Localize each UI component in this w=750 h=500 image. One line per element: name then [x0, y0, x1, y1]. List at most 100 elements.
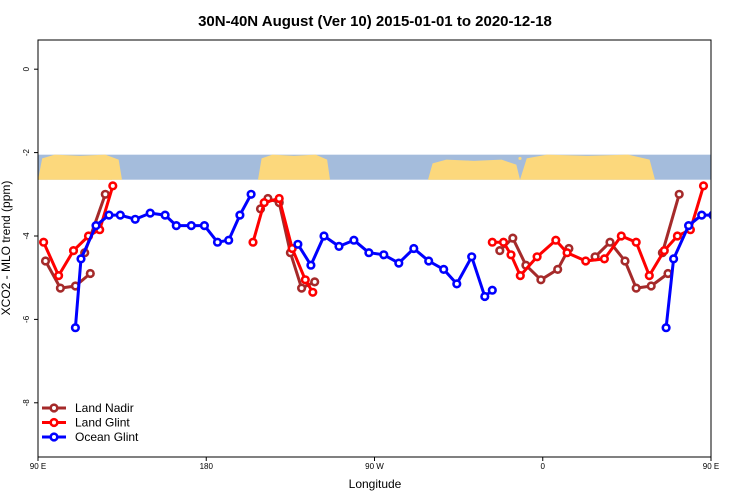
y-axis: 0 -2 -4 -6 -8: [22, 66, 38, 406]
x-tick-label: 0: [541, 462, 546, 471]
data-point: [171, 221, 181, 231]
legend-marker: [49, 417, 59, 428]
data-point: [668, 254, 679, 264]
data-point: [631, 283, 641, 293]
series-land-nadir: [40, 189, 684, 293]
legend-label: Land Nadir: [75, 401, 134, 415]
data-point: [553, 264, 563, 275]
data-point: [70, 323, 80, 333]
data-point: [40, 256, 51, 266]
data-point: [605, 237, 615, 247]
data-point: [620, 256, 630, 266]
data-point: [364, 248, 374, 258]
chart-title: 30N-40N August (Ver 10) 2015-01-01 to 20…: [198, 13, 552, 30]
y-tick-label: -4: [22, 232, 31, 240]
legend-label: Ocean Glint: [75, 430, 139, 444]
data-point: [562, 248, 572, 258]
map-island: [518, 156, 522, 161]
data-point: [108, 181, 118, 191]
data-point: [248, 237, 258, 247]
data-point: [259, 198, 269, 208]
legend-marker: [49, 403, 59, 413]
data-point: [100, 189, 110, 199]
legend-label: Land Glint: [75, 416, 130, 430]
data-point: [334, 241, 344, 251]
data-point: [160, 210, 170, 220]
data-point: [145, 208, 155, 218]
data-point: [725, 216, 732, 223]
data-point: [551, 235, 561, 245]
data-point: [68, 246, 79, 256]
data-point: [487, 285, 497, 295]
data-point: [697, 210, 707, 220]
data-point: [698, 181, 709, 191]
data-point: [661, 323, 671, 333]
data-point: [616, 231, 626, 241]
series-ocean-glint: [70, 189, 745, 333]
y-tick-label: -8: [22, 399, 31, 407]
data-point: [104, 210, 114, 220]
world-map-band: [38, 154, 711, 180]
map-island: [490, 164, 494, 168]
data-point: [424, 256, 434, 266]
series-line: [660, 193, 681, 254]
data-point: [674, 189, 684, 199]
data-point: [91, 221, 101, 231]
data-point: [515, 271, 525, 281]
legend-item: Ocean Glint: [42, 430, 139, 444]
y-tick-label: -2: [22, 148, 31, 156]
map-island: [638, 161, 642, 166]
data-point: [487, 237, 497, 247]
map-land-asia-east: [520, 154, 655, 180]
plot-frame: [37, 39, 712, 458]
data-point: [274, 193, 284, 204]
data-point: [659, 246, 669, 256]
series-line: [44, 260, 92, 290]
data-point: [672, 231, 683, 241]
data-point: [308, 287, 318, 297]
data-point: [480, 291, 490, 302]
data-point: [85, 268, 95, 279]
y-tick-label: -6: [22, 315, 31, 323]
data-point: [646, 281, 656, 291]
map-land-europe-africa: [428, 159, 520, 180]
legend-item: Land Glint: [42, 416, 130, 430]
data-point: [631, 237, 641, 247]
legend-item: Land Nadir: [42, 401, 134, 415]
x-axis: 90 E 180 90 W 0 90 E: [30, 457, 719, 471]
data-point: [53, 271, 64, 281]
data-point: [599, 254, 610, 264]
data-point: [495, 246, 505, 256]
data-point: [452, 279, 462, 289]
data-point: [394, 258, 404, 268]
x-tick-label: 180: [200, 462, 214, 471]
y-tick-label: 0: [22, 66, 31, 71]
data-point: [287, 243, 297, 254]
series-line: [664, 213, 711, 328]
map-land-asia-south: [98, 168, 112, 180]
data-point: [186, 221, 196, 231]
data-point: [76, 254, 86, 264]
data-point: [55, 283, 66, 293]
map-island: [608, 166, 612, 171]
x-tick-label: 90 E: [30, 462, 46, 471]
data-point: [246, 189, 256, 199]
data-point: [536, 275, 546, 285]
data-point: [199, 221, 209, 231]
data-point: [235, 210, 245, 220]
data-point: [300, 275, 310, 285]
data-point: [130, 214, 140, 224]
data-point: [212, 237, 223, 247]
x-tick-label: 90 W: [365, 462, 384, 471]
data-point: [498, 237, 509, 247]
data-point: [738, 210, 745, 217]
data-point: [506, 250, 516, 260]
data-point: [683, 221, 694, 231]
data-point: [532, 252, 542, 262]
data-point: [379, 250, 389, 260]
data-point: [310, 277, 320, 287]
data-point: [349, 235, 359, 245]
data-point: [581, 256, 591, 266]
y-axis-label: XCO2 - MLO trend (ppm): [0, 181, 13, 316]
series-line: [259, 197, 316, 290]
